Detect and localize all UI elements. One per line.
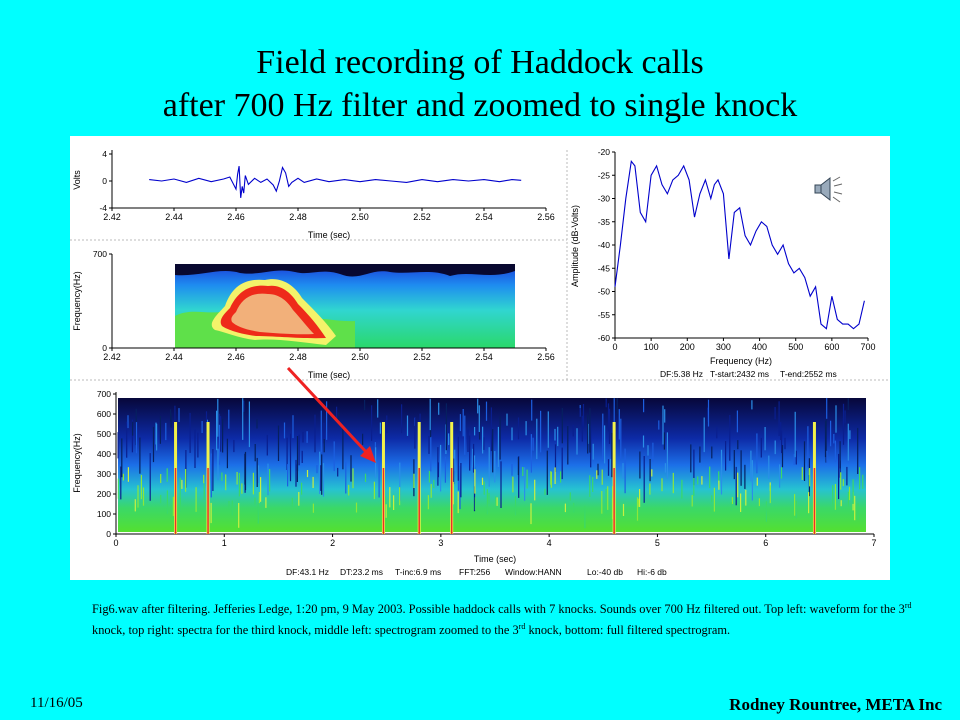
caption-text-part3: knock, bottom: full filtered spectrogram… — [525, 623, 731, 638]
waveform-y-tick-label: 0 — [102, 176, 107, 186]
caption-superscript: rd — [904, 601, 912, 610]
zoomed-spectrogram-xlabel: Time (sec) — [308, 370, 350, 380]
waveform-x-tick-label: 2.52 — [413, 212, 431, 222]
zoomed-spectrogram-x-tick-label: 2.44 — [165, 352, 183, 362]
waveform-series-line — [149, 166, 522, 198]
waveform-x-tick-label: 2.54 — [475, 212, 493, 222]
spectrum-x-tick-label: 600 — [824, 342, 839, 352]
footer-date: 11/16/05 — [30, 695, 83, 711]
full-spectrogram-dt: DT:23.2 ms — [340, 567, 383, 577]
full-spectrogram-tinc: T-inc:6.9 ms — [395, 567, 441, 577]
spectrum-y-tick-label: -55 — [598, 310, 611, 320]
spectrum-y-tick-label: -35 — [598, 217, 611, 227]
waveform-ylabel: Volts — [72, 170, 82, 190]
waveform-chart: Volts Time (sec) 2.42 2.44 2.46 2.48 2.50 2.5… — [72, 149, 555, 240]
zoomed-spectrogram-x-tick-label: 2.42 — [103, 352, 121, 362]
full-spectrogram-texture — [117, 398, 864, 529]
spectrum-y-tick-label: -60 — [598, 333, 611, 343]
spectrum-df: DF:5.38 Hz — [660, 369, 703, 379]
slide-title-line2: after 700 Hz filter and zoomed to single… — [162, 87, 798, 124]
waveform-xlabel: Time (sec) — [308, 230, 350, 240]
pointer-arrow — [286, 366, 376, 463]
full-spectrogram-hi: Hi:-6 db — [637, 567, 667, 577]
full-spectrogram-y-tick-label: 0 — [106, 529, 111, 539]
waveform-x-tick-label: 2.56 — [537, 212, 555, 222]
full-spectrogram-x-tick-label: 6 — [763, 538, 768, 548]
spectrum-y-tick-label: -30 — [598, 194, 611, 204]
full-spectrogram-window: Window:HANN — [505, 567, 562, 577]
full-spectrogram-x-tick-label: 2 — [330, 538, 335, 548]
full-spectrogram-x-tick-label: 3 — [438, 538, 443, 548]
spectrum-x-tick-label: 0 — [612, 342, 617, 352]
full-spectrogram-x-tick-label: 5 — [655, 538, 660, 548]
zoomed-spectrogram-y-tick-label: 0 — [102, 343, 107, 353]
full-spectrogram-y-tick-label: 500 — [97, 429, 111, 439]
zoomed-spectrogram-x-tick-label: 2.48 — [289, 352, 307, 362]
spectrum-chart: Amplitude (dB-Volts) Frequency (Hz) DF:5… — [570, 147, 876, 379]
speaker-icon[interactable] — [814, 176, 843, 203]
spectrum-x-tick-label: 100 — [644, 342, 659, 352]
waveform-x-tick-label: 2.44 — [165, 212, 183, 222]
full-spectrogram-x-tick-label: 1 — [222, 538, 227, 548]
spectrum-y-tick-label: -50 — [598, 287, 611, 297]
full-spectrogram-chart: Frequency(Hz) Time (sec) DF:43.1 Hz DT:2… — [72, 389, 877, 577]
spectrum-x-tick-label: 400 — [752, 342, 767, 352]
full-spectrogram-y-tick-label: 300 — [97, 469, 111, 479]
spectrum-x-tick-label: 300 — [716, 342, 731, 352]
zoomed-spectrogram-x-tick-label: 2.54 — [475, 352, 493, 362]
full-spectrogram-y-tick-label: 400 — [97, 449, 111, 459]
waveform-y-tick-label: -4 — [99, 203, 107, 213]
spectrum-tend: T-end:2552 ms — [780, 369, 837, 379]
analysis-panel: Volts Time (sec) 2.42 2.44 2.46 2.48 2.50 2.5… — [70, 136, 890, 580]
spectrum-x-tick-label: 500 — [788, 342, 803, 352]
waveform-y-tick-label: 4 — [102, 149, 107, 159]
full-spectrogram-lo: Lo:-40 db — [587, 567, 623, 577]
spectrum-ylabel: Amplitude (dB-Volts) — [570, 205, 580, 287]
zoomed-spectrogram-x-tick-label: 2.50 — [351, 352, 369, 362]
spectrum-tstart: T-start:2432 ms — [710, 369, 769, 379]
pointer-arrow-head — [360, 446, 376, 463]
full-spectrogram-y-tick-label: 100 — [97, 509, 111, 519]
spectrum-x-tick-label: 700 — [860, 342, 875, 352]
spectrum-series-line — [614, 159, 865, 330]
waveform-x-tick-label: 2.50 — [351, 212, 369, 222]
caption-text-part1: Fig6.wav after filtering. Jefferies Ledg… — [92, 602, 905, 617]
full-spectrogram-y-tick-label: 700 — [97, 389, 111, 399]
full-spectrogram-x-tick-label: 7 — [871, 538, 876, 548]
caption-text-part2: knock, top right: spectra for the third … — [92, 623, 519, 638]
spectrum-y-tick-label: -25 — [598, 170, 611, 180]
full-spectrogram-df: DF:43.1 Hz — [286, 567, 329, 577]
pointer-arrow-shaft — [286, 366, 370, 456]
zoomed-spectrogram-core — [231, 293, 314, 335]
slide-title-line1: Field recording of Haddock calls — [256, 44, 704, 81]
waveform-x-tick-label: 2.48 — [289, 212, 307, 222]
zoomed-spectrogram-chart: Frequency(Hz) Time (sec) 2.42 2.44 2.46 2.4… — [72, 249, 555, 380]
waveform-x-tick-label: 2.42 — [103, 212, 121, 222]
zoomed-spectrogram-low-energy — [175, 264, 515, 277]
full-spectrogram-y-tick-label: 200 — [97, 489, 111, 499]
spectrum-y-tick-label: -45 — [598, 263, 611, 273]
caption-superscript: rd — [518, 622, 526, 632]
full-spectrogram-x-tick-label: 4 — [547, 538, 552, 548]
zoomed-spectrogram-y-tick-label: 700 — [93, 249, 107, 259]
spectrum-y-tick-label: -40 — [598, 240, 611, 250]
zoomed-spectrogram-x-tick-label: 2.52 — [413, 352, 431, 362]
figure-caption: Fig6.wav after filtering. Jefferies Ledg… — [92, 597, 942, 639]
full-spectrogram-xlabel: Time (sec) — [474, 554, 516, 564]
waveform-x-tick-label: 2.46 — [227, 212, 245, 222]
spectrum-x-tick-label: 200 — [680, 342, 695, 352]
full-spectrogram-y-tick-label: 600 — [97, 409, 111, 419]
spectrum-xlabel: Frequency (Hz) — [710, 356, 772, 366]
zoomed-spectrogram-x-tick-label: 2.46 — [227, 352, 245, 362]
zoomed-spectrogram-ylabel: Frequency(Hz) — [72, 271, 82, 331]
zoomed-spectrogram-x-tick-label: 2.56 — [537, 352, 555, 362]
footer-author: Rodney Rountree, META Inc — [729, 695, 942, 714]
spectrum-y-tick-label: -20 — [598, 147, 611, 157]
full-spectrogram-fft: FFT:256 — [459, 567, 490, 577]
full-spectrogram-ylabel: Frequency(Hz) — [72, 433, 82, 493]
full-spectrogram-x-tick-label: 0 — [113, 538, 118, 548]
